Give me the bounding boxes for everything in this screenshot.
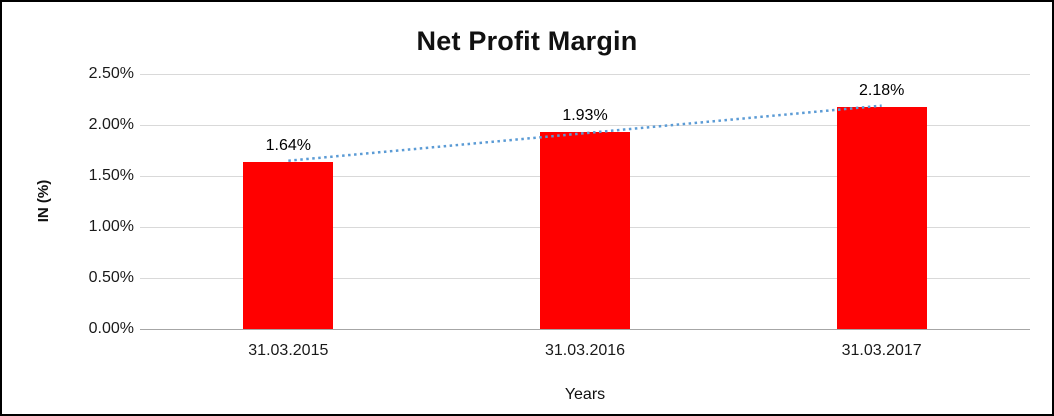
chart-title: Net Profit Margin xyxy=(416,26,638,56)
x-tick-label: 31.03.2015 xyxy=(248,342,329,359)
bar-31.03.2017 xyxy=(836,106,927,329)
bar-value-label: 2.18% xyxy=(858,81,905,99)
y-tick-label: 2.00% xyxy=(88,116,134,133)
bar-31.03.2016 xyxy=(540,132,630,329)
y-axis-title: IN (%) xyxy=(35,179,52,223)
y-tick-label: 0.50% xyxy=(88,269,134,286)
x-tick-label: 31.03.2016 xyxy=(544,342,626,359)
bar-value-label: 1.64% xyxy=(265,136,312,154)
y-tick-label: 1.00% xyxy=(88,218,134,235)
y-tick-label: 0.00% xyxy=(88,320,134,337)
y-tick-label: 2.50% xyxy=(88,65,134,82)
plot-area: 1.64% 1.93% 2.18% xyxy=(140,73,1030,330)
bar-31.03.2015 xyxy=(243,161,334,329)
bar-value-label: 1.93% xyxy=(562,107,608,125)
x-axis-line xyxy=(140,328,1030,330)
x-axis-title: Years xyxy=(564,386,606,403)
gridline xyxy=(140,73,1030,75)
y-tick-label: 1.50% xyxy=(88,167,134,184)
x-tick-label: 31.03.2017 xyxy=(841,342,922,359)
